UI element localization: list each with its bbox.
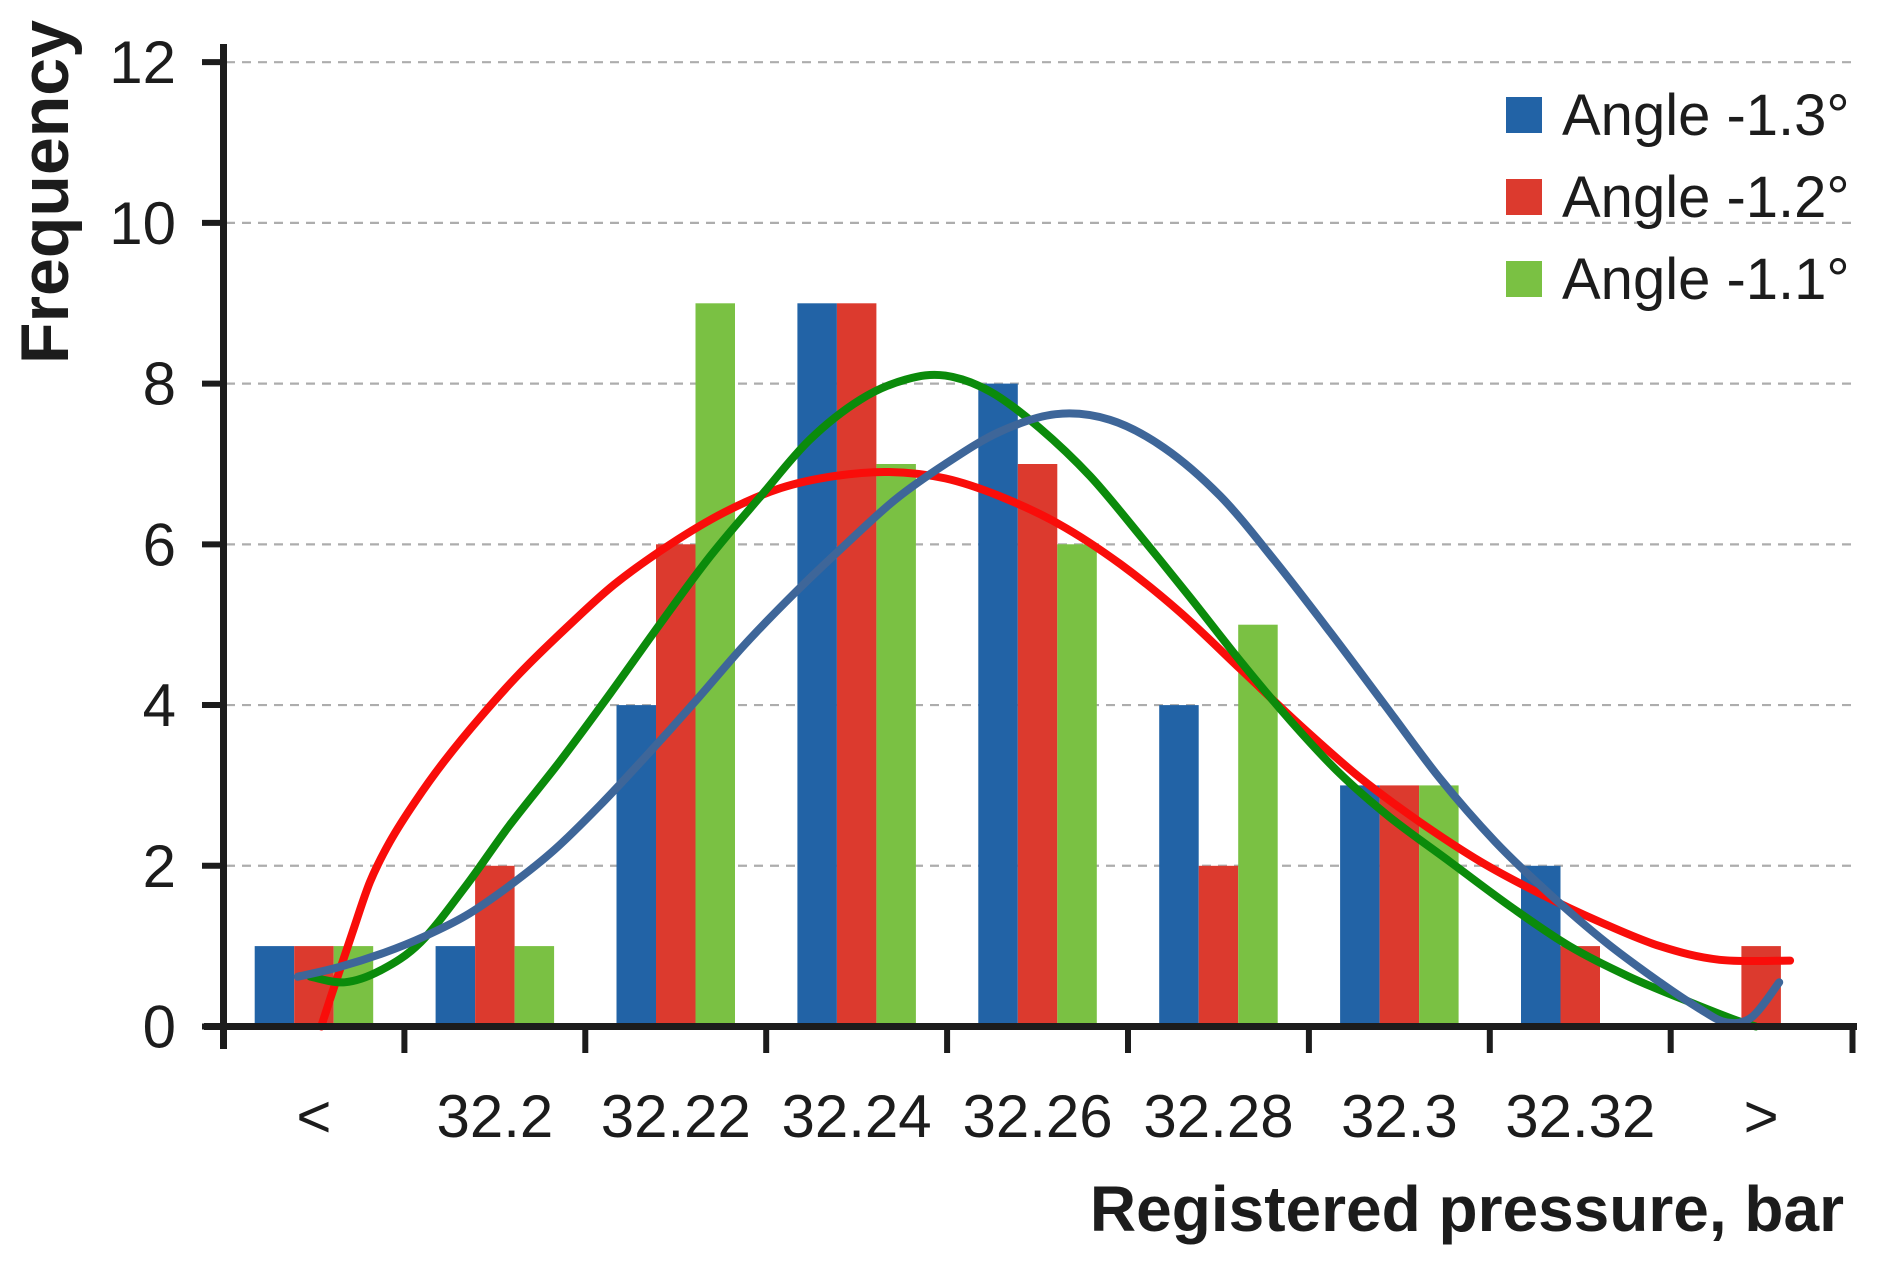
legend-label: Angle -1.1° bbox=[1562, 247, 1850, 312]
bar bbox=[1198, 865, 1239, 1027]
x-axis-title: Registered pressure, bar bbox=[1090, 1173, 1844, 1245]
bar bbox=[1340, 785, 1380, 1027]
axes bbox=[202, 44, 1857, 1053]
fit-curve bbox=[306, 370, 1760, 1031]
x-tick-label: < bbox=[296, 1083, 331, 1150]
y-tick-label: 8 bbox=[143, 351, 176, 418]
bar bbox=[254, 946, 295, 1027]
x-tick-label: 32.2 bbox=[437, 1083, 554, 1150]
y-tick-label: 6 bbox=[143, 511, 176, 578]
fit-curves bbox=[293, 370, 1795, 1031]
bar bbox=[1159, 705, 1199, 1027]
bar bbox=[797, 303, 837, 1027]
x-tick-label: > bbox=[1744, 1083, 1779, 1150]
legend-swatch bbox=[1506, 179, 1542, 215]
x-tick-label: 32.22 bbox=[601, 1083, 751, 1150]
legend-label: Angle -1.3° bbox=[1562, 83, 1850, 148]
bar bbox=[836, 303, 877, 1027]
y-tick-label: 10 bbox=[109, 190, 176, 257]
bar bbox=[876, 464, 916, 1027]
bar bbox=[1057, 544, 1097, 1027]
y-tick-label: 0 bbox=[143, 994, 176, 1061]
bar bbox=[514, 946, 555, 1027]
y-tick-label: 12 bbox=[109, 29, 176, 96]
legend: Angle -1.3° Angle -1.2° Angle -1.1° bbox=[1506, 83, 1850, 312]
fit-curve bbox=[293, 409, 1784, 1028]
x-tick-label: 32.28 bbox=[1143, 1083, 1293, 1150]
x-tick-label: 32.32 bbox=[1505, 1083, 1655, 1150]
y-tick-label: 2 bbox=[143, 833, 176, 900]
bar bbox=[435, 946, 476, 1027]
y-tick-labels: 0 2 4 6 8 10 12 bbox=[109, 29, 176, 1060]
bar bbox=[1238, 624, 1278, 1027]
bar bbox=[616, 705, 656, 1027]
x-tick-label: 32.3 bbox=[1341, 1083, 1458, 1150]
bar bbox=[978, 383, 1018, 1027]
x-tick-labels: <32.2 32.22 32.24 32.26 32.28 32.3 32.32 > bbox=[296, 1083, 1778, 1150]
y-tick-label: 4 bbox=[143, 672, 176, 739]
legend-swatch bbox=[1506, 97, 1542, 133]
x-tick-label: 32.24 bbox=[782, 1083, 932, 1150]
y-axis-title: Frequency bbox=[7, 20, 83, 364]
legend-label: Angle -1.2° bbox=[1562, 165, 1850, 230]
x-tick-label: 32.26 bbox=[963, 1083, 1113, 1150]
bar bbox=[1017, 464, 1058, 1027]
legend-swatch bbox=[1506, 261, 1542, 297]
